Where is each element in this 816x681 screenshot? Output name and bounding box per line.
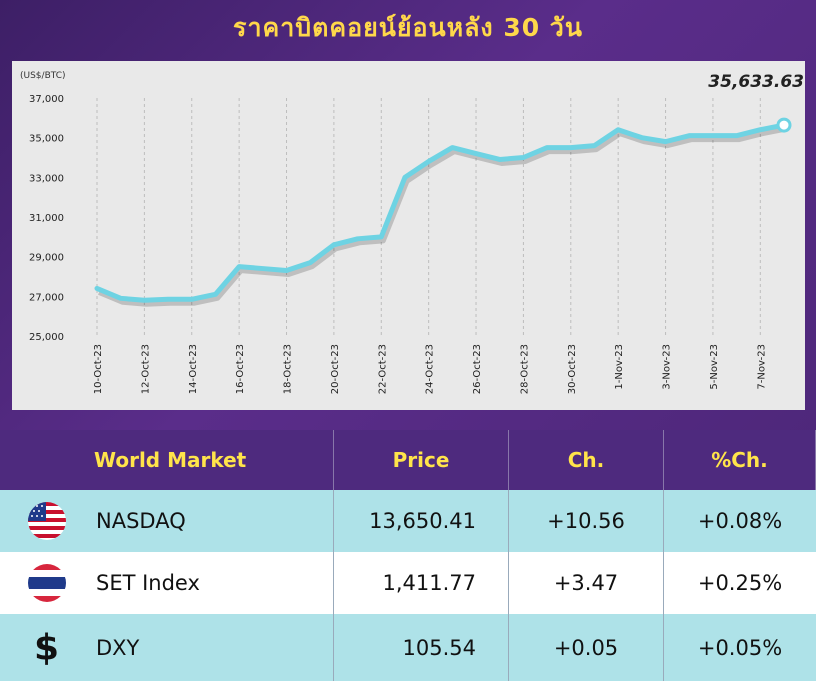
thai-flag-icon [28,564,66,602]
market-name-cell: NASDAQ [0,490,334,552]
page-title: ราคาบิตคอยน์ย้อนหลัง 30 วัน [233,13,583,42]
price-cell: 105.54 [334,614,509,681]
price-cell: 13,650.41 [334,490,509,552]
percent-change-cell: +0.25% [697,571,783,595]
us-flag-icon [28,502,66,540]
change-cell: +10.56 [509,490,664,552]
market-name-cell: $ DXY [0,614,334,681]
latest-price-label: 35,633.63 [708,72,804,92]
x-tick-label: 24-Oct-23 [425,344,436,394]
btc-line-chart: 10-Oct-23 12-Oct-23 14-Oct-23 16-Oct-23 18-O… [29,94,792,394]
table-row: SET Index 1,411.77 +3.47 +0.25% [0,552,816,614]
btc-price-series-line [94,122,787,303]
y-tick-label: 33,000 [29,173,64,184]
header-price: Price [334,430,509,490]
y-axis-unit-label: (US$/BTC) [20,71,66,81]
y-tick-label: 31,000 [29,213,64,224]
x-tick-label: 3-Nov-23 [662,344,673,390]
y-tick-label: 35,000 [29,134,64,145]
x-tick-label: 26-Oct-23 [472,344,483,394]
x-tick-label: 30-Oct-23 [567,344,578,394]
x-tick-label: 10-Oct-23 [93,344,104,394]
percent-change-cell: +0.08% [697,509,783,533]
x-tick-label: 1-Nov-23 [614,344,625,390]
market-name: NASDAQ [96,509,186,533]
x-tick-label: 14-Oct-23 [188,344,199,394]
latest-point-marker [776,117,792,133]
percent-change-cell: +0.05% [697,635,783,660]
x-tick-label: 28-Oct-23 [519,344,530,394]
market-name: SET Index [96,571,200,595]
price-cell: 1,411.77 [334,552,509,614]
table-row: NASDAQ 13,650.41 +10.56 +0.08% [0,490,816,552]
market-name: DXY [96,635,140,660]
header-percent-change: %Ch. [664,430,816,490]
x-tick-label: 16-Oct-23 [235,344,246,394]
change-cell: +3.47 [509,552,664,614]
y-tick-label: 27,000 [29,292,64,303]
x-tick-label: 22-Oct-23 [377,344,388,394]
dollar-icon: $ [34,627,60,668]
y-tick-label: 29,000 [29,253,64,264]
chart-panel: 10-Oct-23 12-Oct-23 14-Oct-23 16-Oct-23 18-O… [12,61,805,410]
y-tick-label: 25,000 [29,332,64,343]
x-tick-label: 5-Nov-23 [709,344,720,390]
y-tick-label: 37,000 [29,94,64,105]
table-row: $ DXY 105.54 +0.05 +0.05% [0,614,816,681]
table-header-row: World Market Price Ch. %Ch. [0,430,816,490]
market-name-cell: SET Index [0,552,334,614]
x-tick-label: 20-Oct-23 [330,344,341,394]
header-world-market: World Market [0,430,334,490]
change-cell: +0.05 [509,614,664,681]
x-tick-label: 18-Oct-23 [283,344,294,394]
series-line-shadow [98,126,787,307]
x-tick-label: 7-Nov-23 [756,344,767,390]
header-change: Ch. [509,430,664,490]
x-tick-label: 12-Oct-23 [140,344,151,394]
